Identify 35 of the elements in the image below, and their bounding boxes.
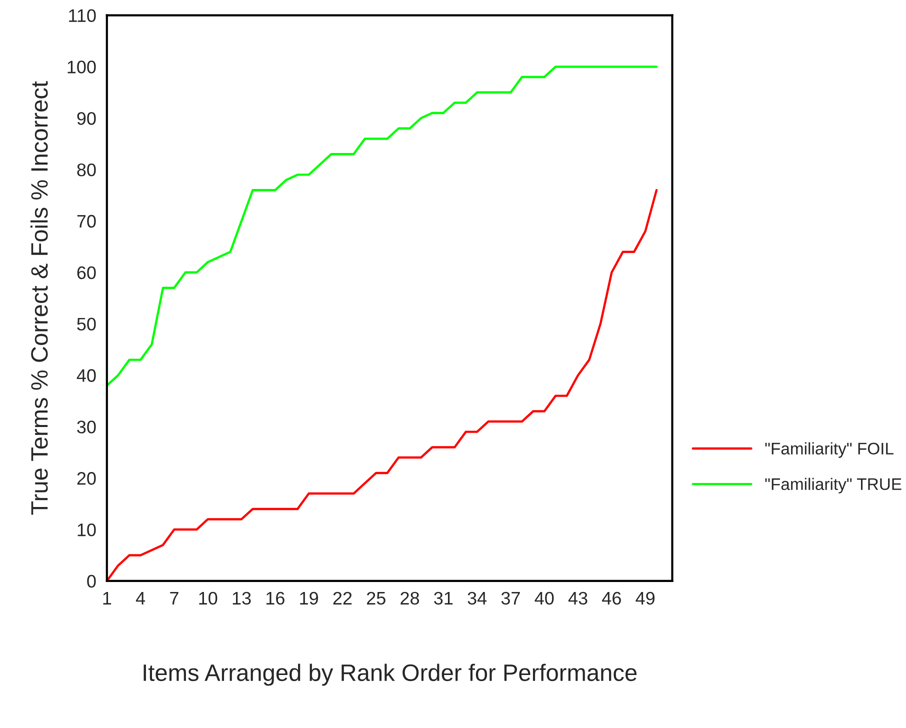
x-tick-label: 49 bbox=[636, 592, 655, 605]
y-tick-label: 20 bbox=[77, 472, 96, 485]
x-tick-label: 7 bbox=[170, 592, 178, 604]
x-tick-label: 25 bbox=[366, 592, 386, 605]
x-tick-label: 13 bbox=[232, 592, 251, 605]
y-tick-label: 70 bbox=[77, 214, 96, 228]
x-tick-label: 40 bbox=[534, 592, 554, 605]
y-tick-label: 50 bbox=[77, 318, 96, 331]
y-tick-label: 80 bbox=[77, 163, 96, 176]
y-tick-label: 60 bbox=[77, 266, 96, 280]
x-tick-label: 28 bbox=[400, 592, 420, 605]
x-tick-label: 4 bbox=[136, 592, 146, 604]
x-tick-label: 43 bbox=[568, 592, 588, 605]
legend-label: "Familiarity" FOIL bbox=[765, 442, 894, 458]
x-tick-label: 31 bbox=[434, 592, 453, 605]
line-series bbox=[106, 66, 658, 387]
x-tick-label: 34 bbox=[468, 592, 487, 605]
legend-label: "Familiarity" TRUE bbox=[765, 478, 902, 494]
x-axis-title: Items Arranged by Rank Order for Performance bbox=[144, 664, 637, 686]
line-series bbox=[106, 189, 658, 581]
y-tick-label: 100 bbox=[68, 60, 96, 74]
y-tick-label: 40 bbox=[76, 369, 96, 382]
y-axis-title: True Terms % Correct & Foils % Incorrect bbox=[30, 81, 48, 515]
y-tick-label: 90 bbox=[77, 112, 96, 125]
x-tick-label: 16 bbox=[266, 592, 284, 605]
x-tick-label: 19 bbox=[300, 592, 318, 605]
y-tick-label: 30 bbox=[77, 420, 96, 434]
x-tick-label: 46 bbox=[602, 592, 621, 605]
x-tick-label: 37 bbox=[501, 592, 520, 605]
y-tick-label: 10 bbox=[78, 523, 96, 536]
x-tick-label: 1 bbox=[103, 592, 112, 604]
y-tick-label: 110 bbox=[69, 9, 96, 22]
x-tick-label: 22 bbox=[333, 592, 352, 604]
y-tick-label: 0 bbox=[87, 574, 96, 588]
x-tick-label: 10 bbox=[199, 592, 218, 605]
